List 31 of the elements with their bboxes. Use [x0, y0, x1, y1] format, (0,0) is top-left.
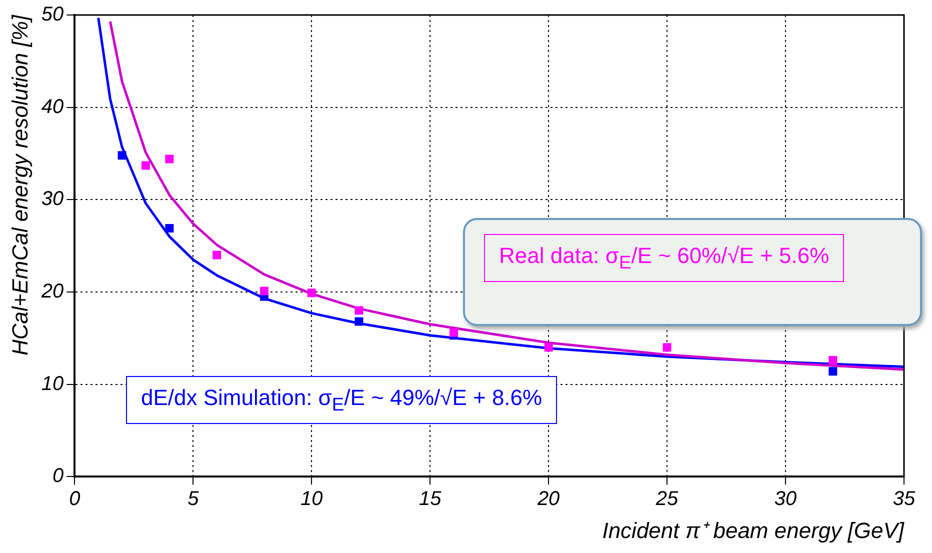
- x-axis-title: Incident π⁺ beam energy [GeV]: [602, 518, 905, 543]
- point: [662, 343, 672, 352]
- x-tick-label: 25: [654, 488, 680, 510]
- y-tick-label: 30: [41, 188, 64, 210]
- y-tick-label: 20: [40, 280, 64, 303]
- point: [118, 151, 126, 160]
- x-tick-label: 30: [774, 488, 797, 510]
- point: [828, 356, 838, 365]
- point: [544, 343, 553, 352]
- point: [165, 154, 174, 164]
- x-tick-label: 20: [536, 488, 560, 510]
- point: [165, 224, 174, 232]
- point: [212, 250, 222, 260]
- y-tick-label: 40: [41, 96, 64, 118]
- point: [307, 288, 316, 298]
- x-tick-label: 10: [300, 488, 323, 510]
- text: Real data: σ$_{E}$/E ~ 60%/√E + 5.6%: [484, 234, 844, 282]
- point: [354, 306, 364, 315]
- y-axis-title: HCal+EmCal energy resolution [%]: [7, 14, 32, 356]
- x-tick-label: 0: [69, 488, 80, 510]
- point: [141, 161, 150, 170]
- x-tick-label: 35: [892, 488, 916, 510]
- text: dE/dx Simulation: σ$_{E}$/E ~ 49%/√E + 8.6%: [126, 376, 558, 424]
- point: [450, 328, 458, 337]
- y-tick-label: 0: [52, 465, 64, 488]
- x-tick-label: 5: [188, 488, 200, 510]
- point: [828, 367, 838, 376]
- x-tick-label: 15: [418, 488, 442, 510]
- point: [260, 286, 268, 296]
- y-tick-label: 50: [41, 4, 64, 26]
- y-tick-label: 10: [41, 372, 64, 395]
